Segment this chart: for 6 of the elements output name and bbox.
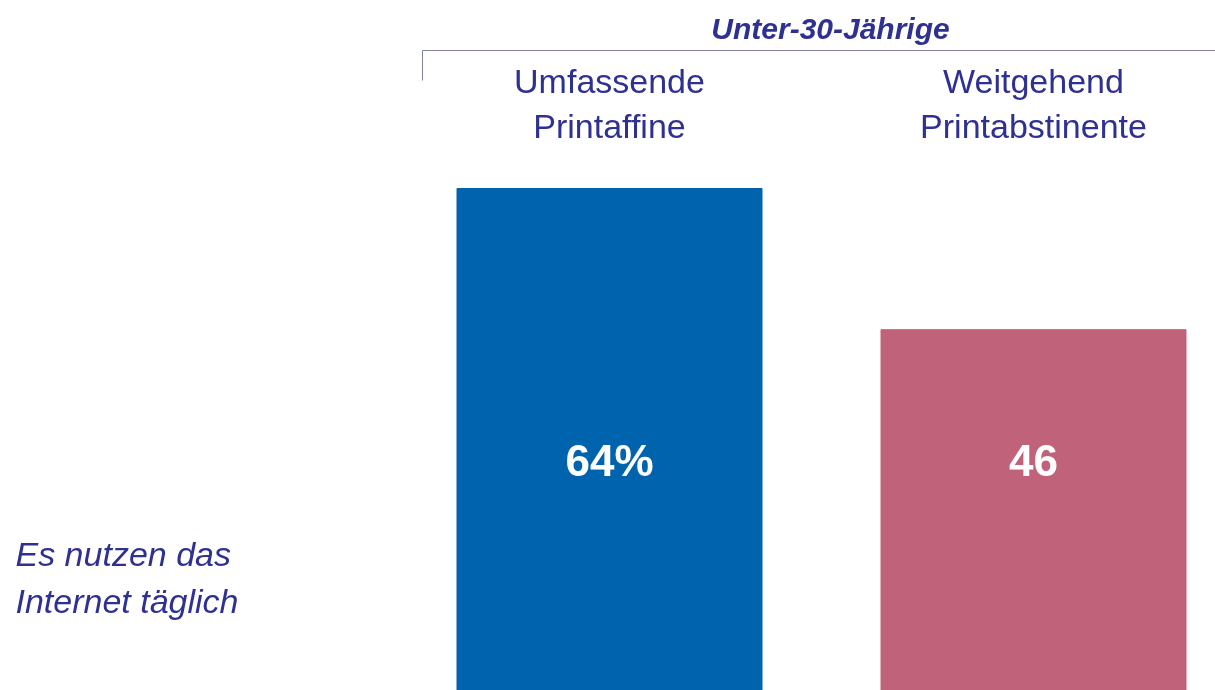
x-tick-label: Umfassende Printaffine [514, 61, 705, 146]
x-tick-label: Weitgehend Printabstinente [920, 61, 1147, 146]
chart-title: Unter-30-Jährige [711, 12, 950, 45]
data-label: 64% [565, 436, 654, 485]
y-axis-title: Es nutzen das Internet täglich [15, 534, 239, 621]
data-label: 46 [1009, 436, 1058, 485]
